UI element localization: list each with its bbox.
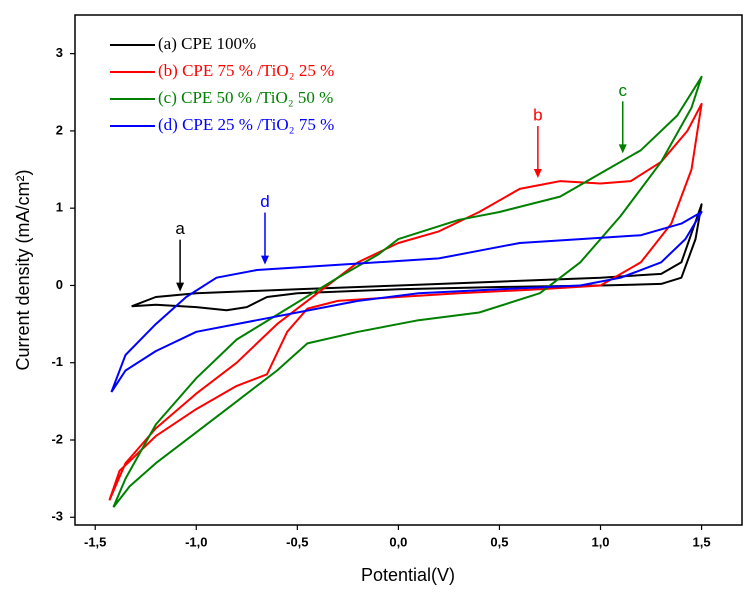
legend-label: (d) CPE 25 % /TiO₂ 75 %: [158, 115, 334, 134]
plot-frame: [74, 14, 743, 526]
x-axis-title: Potential(V): [361, 565, 455, 585]
x-tick-label: 0,5: [490, 534, 508, 549]
x-tick-label: 0,0: [389, 534, 407, 549]
y-tick-label: 1: [56, 200, 63, 215]
y-tick-label: 0: [56, 277, 63, 292]
x-tick-label: 1,5: [693, 534, 711, 549]
legend-label: (a) CPE 100%: [158, 34, 256, 53]
y-tick-label: 3: [56, 45, 63, 60]
annotation-arrowhead: [260, 255, 269, 265]
y-axis-title: Current density (mA/cm²): [13, 169, 33, 370]
annotation-label: d: [260, 192, 269, 211]
x-tick-label: -1,5: [84, 534, 106, 549]
annotation-arrowhead: [533, 169, 542, 179]
y-tick-label: -3: [51, 509, 63, 524]
series-line: [108, 102, 703, 501]
annotation-label: a: [175, 219, 185, 238]
series-line: [112, 75, 703, 508]
annotation-arrowhead: [618, 144, 627, 154]
y-tick-label: -2: [51, 431, 63, 446]
series-line: [131, 203, 703, 312]
y-tick-label: -1: [51, 354, 63, 369]
y-tick-label: 2: [56, 122, 63, 137]
x-tick-label: 1,0: [591, 534, 609, 549]
legend-label: (b) CPE 75 % /TiO₂ 25 %: [158, 61, 334, 80]
legend-label: (c) CPE 50 % /TiO₂ 50 %: [158, 88, 333, 107]
series-line: [110, 211, 703, 393]
annotation-arrowhead: [176, 282, 185, 292]
x-tick-label: -1,0: [185, 534, 207, 549]
x-tick-label: -0,5: [286, 534, 308, 549]
annotation-label: c: [618, 81, 627, 100]
annotation-label: b: [533, 106, 542, 125]
